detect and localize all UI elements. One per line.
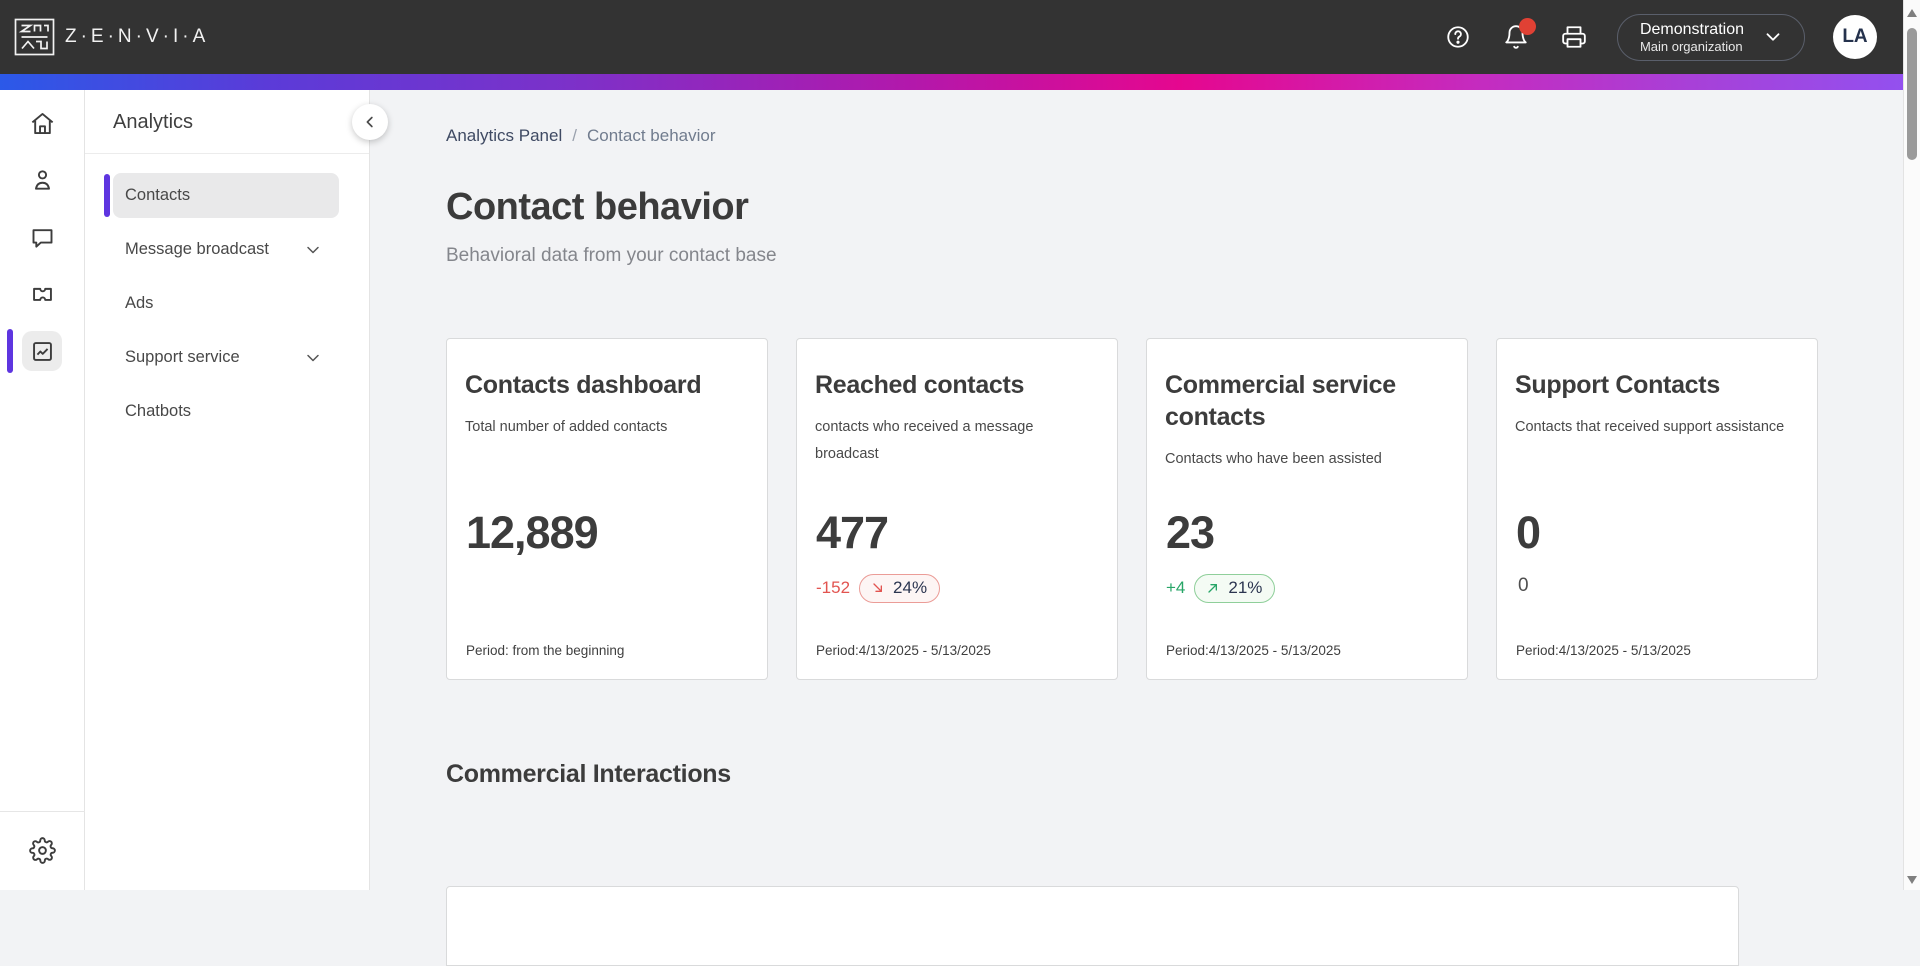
topbar-actions: Demonstration Main organization LA <box>1443 13 1877 61</box>
card-title: Commercial service contacts <box>1165 371 1396 431</box>
card-value: 477 <box>816 507 889 558</box>
card-description: contacts who received a message broadcas… <box>815 419 1034 462</box>
stat-cards-row: Contacts dashboard Total number of added… <box>446 338 1903 680</box>
card-value: 0 <box>1516 507 1541 558</box>
scrollbar-up-arrow[interactable] <box>1907 9 1917 17</box>
section-title-commercial-interactions: Commercial Interactions <box>446 760 731 788</box>
person-icon <box>34 169 50 190</box>
notification-dot <box>1518 18 1536 35</box>
menu-item-chatbots[interactable]: Chatbots <box>113 389 339 434</box>
card-title: Contacts dashboard <box>465 371 702 399</box>
chevron-left-icon <box>366 116 373 128</box>
percent-value: 24% <box>893 577 928 597</box>
nav-conversations-button[interactable] <box>22 217 62 257</box>
card-description: Contacts that received support assistanc… <box>1515 419 1785 435</box>
nav-contacts-button[interactable] <box>22 160 62 200</box>
menu-item-contacts[interactable]: Contacts <box>104 173 339 218</box>
card-period: Period: from the beginning <box>466 643 625 658</box>
help-icon <box>1447 26 1469 48</box>
trend-row: +4 21% <box>1166 573 1276 603</box>
organization-name: Demonstration <box>1639 20 1744 38</box>
rail-divider <box>0 811 85 812</box>
topbar: Z·E·N·V·I·A Demonstrati <box>0 0 1903 74</box>
card-support-contacts: Support Contacts Contacts that received … <box>1496 338 1818 680</box>
card-value: 23 <box>1166 507 1215 558</box>
nav-analytics-button[interactable] <box>7 329 62 373</box>
page-subtitle: Behavioral data from your contact base <box>446 245 777 266</box>
zenvia-logo-icon <box>14 18 55 56</box>
sidebar-collapse-button[interactable] <box>352 104 388 140</box>
trend-up-icon <box>1208 583 1218 593</box>
user-avatar[interactable]: LA <box>1833 15 1877 59</box>
menu-item-message-broadcast[interactable]: Message broadcast <box>113 227 339 272</box>
page-scrollbar <box>1903 0 1920 890</box>
help-button[interactable] <box>1443 22 1473 52</box>
menu-item-label: Contacts <box>125 186 191 204</box>
main-content: Analytics Panel / Contact behavior Conta… <box>370 90 1903 966</box>
menu-item-ads[interactable]: Ads <box>113 281 339 326</box>
brand-gradient-bar <box>0 74 1903 90</box>
chevron-down-icon <box>307 246 319 253</box>
content-row: Analytics Contacts Message broadcast Ads… <box>0 90 1903 966</box>
card-reached-contacts: Reached contacts contacts who received a… <box>796 338 1118 680</box>
page-title: Contact behavior <box>446 186 749 228</box>
menu-list: Contacts Message broadcast Ads Support s… <box>85 154 369 434</box>
chart-icon <box>32 341 52 361</box>
delta-value: +4 <box>1166 578 1186 597</box>
chevron-down-icon <box>307 354 319 361</box>
card-description: Contacts who have been assisted <box>1165 451 1382 467</box>
card-title: Support Contacts <box>1515 371 1720 399</box>
percent-value: 21% <box>1228 577 1263 597</box>
panel-title: Analytics <box>113 111 194 133</box>
card-commercial-service-contacts: Commercial service contacts Contacts who… <box>1146 338 1468 680</box>
analytics-menu-panel: Analytics Contacts Message broadcast Ads… <box>85 90 370 890</box>
menu-item-support-service[interactable]: Support service <box>113 335 339 380</box>
card-period: Period:4/13/2025 - 5/13/2025 <box>1166 643 1341 658</box>
delta-value: -152 <box>816 578 851 597</box>
card-title: Reached contacts <box>815 371 1025 399</box>
icon-rail <box>0 90 85 890</box>
scrollbar-thumb[interactable] <box>1907 28 1917 160</box>
card-secondary-value: 0 <box>1518 575 1529 596</box>
breadcrumb: Analytics Panel / Contact behavior <box>446 126 1903 146</box>
home-icon <box>31 112 53 134</box>
card-value: 12,889 <box>466 507 599 558</box>
breadcrumb-separator: / <box>572 126 577 145</box>
settings-button[interactable] <box>22 830 62 870</box>
percent-badge: 21% <box>1194 573 1276 603</box>
commercial-interactions-card <box>446 886 1739 966</box>
breadcrumb-parent[interactable]: Analytics Panel <box>446 126 563 145</box>
scrollbar-down-arrow[interactable] <box>1907 876 1917 884</box>
percent-badge: 24% <box>859 573 941 603</box>
card-period: Period:4/13/2025 - 5/13/2025 <box>816 643 991 658</box>
nav-home-button[interactable] <box>22 103 62 143</box>
menu-item-label: Support service <box>125 348 240 366</box>
print-button[interactable] <box>1559 22 1589 52</box>
organization-subtitle: Main organization <box>1639 38 1743 54</box>
breadcrumb-current: Contact behavior <box>586 126 716 145</box>
ticket-icon <box>32 287 52 301</box>
trend-down-icon <box>873 582 883 592</box>
card-period: Period:4/13/2025 - 5/13/2025 <box>1516 643 1691 658</box>
menu-item-label: Message broadcast <box>125 240 269 258</box>
menu-item-label: Ads <box>125 294 154 312</box>
chevron-down-icon <box>1766 33 1780 41</box>
zenvia-brand: Z·E·N·V·I·A <box>14 18 209 56</box>
bell-icon <box>1505 25 1527 49</box>
printer-icon <box>1562 26 1586 48</box>
gear-icon <box>28 836 56 864</box>
nav-tickets-button[interactable] <box>22 274 62 314</box>
trend-row: -152 24% <box>816 573 941 603</box>
notifications-button[interactable] <box>1501 18 1536 52</box>
card-description: Total number of added contacts <box>465 419 668 435</box>
chat-icon <box>32 228 52 248</box>
card-contacts-dashboard: Contacts dashboard Total number of added… <box>446 338 768 680</box>
panel-divider <box>85 153 369 154</box>
brand-text: Z·E·N·V·I·A <box>65 26 210 47</box>
menu-item-label: Chatbots <box>125 402 192 420</box>
organization-selector[interactable]: Demonstration Main organization <box>1616 13 1805 61</box>
